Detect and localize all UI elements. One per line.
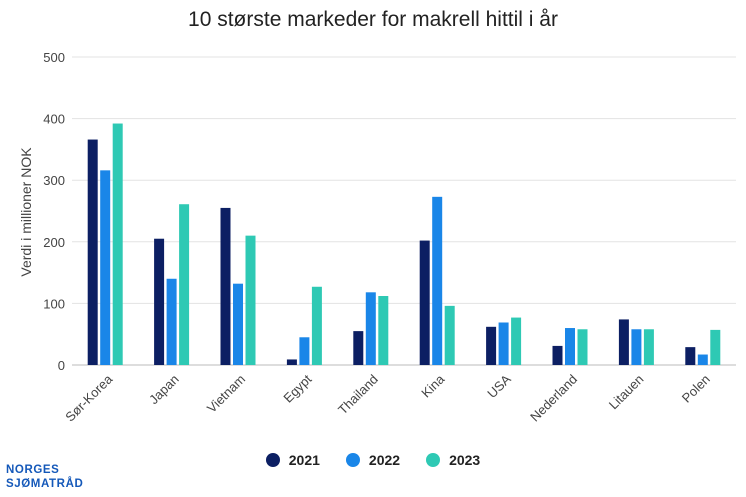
- bar-2022-polen[interactable]: [697, 354, 708, 365]
- legend-swatch-2021: [265, 453, 280, 467]
- x-tick-label: Polen: [679, 372, 713, 406]
- bar-2021-usa[interactable]: [486, 326, 497, 365]
- legend-item-2022[interactable]: 2022: [345, 452, 401, 468]
- brand-line-1: NORGES: [6, 464, 60, 476]
- legend-swatch-2023: [426, 453, 441, 467]
- legend-item-2023[interactable]: 2023: [426, 452, 480, 468]
- legend-label-2023: 2023: [449, 452, 481, 468]
- bar-2022-vietnam[interactable]: [233, 283, 243, 365]
- bar-2023-polen[interactable]: [710, 329, 721, 365]
- legend-label-2022: 2022: [368, 452, 401, 468]
- bar-2023-kina[interactable]: [444, 305, 455, 365]
- x-tick-label: Vietnam: [204, 372, 248, 416]
- y-axis-label: Verdi i millioner NOK: [18, 147, 34, 277]
- bar-2021-thailand[interactable]: [353, 331, 364, 365]
- bar-2023-thailand[interactable]: [378, 296, 389, 365]
- bar-2021-polen[interactable]: [685, 347, 696, 365]
- x-tick-label: Sør-Korea: [62, 371, 116, 425]
- y-tick-label: 400: [43, 112, 65, 127]
- brand-logo: NORGES SJØMATRÅD: [6, 463, 83, 491]
- bar-2022-japan[interactable]: [166, 278, 177, 365]
- y-tick-labels: 0 100 200 300 400 500: [43, 50, 65, 373]
- chart-title: 10 største markeder for makrell hittil i…: [188, 8, 558, 31]
- bar-2021-vietnam[interactable]: [220, 207, 231, 365]
- bar-chart: 0 100 200 300 400 500 Sør-Korea Japan Vietnam Eg…: [18, 50, 736, 425]
- bar-2021-egypt[interactable]: [286, 359, 297, 365]
- bar-2023-japan[interactable]: [179, 204, 190, 365]
- x-tick-label: Thailand: [335, 372, 381, 418]
- bar-2022-egypt[interactable]: [299, 337, 310, 365]
- y-tick-label: 100: [43, 296, 65, 311]
- y-tick-label: 500: [43, 50, 65, 65]
- bar-2023-vietnam[interactable]: [245, 235, 256, 365]
- y-tick-label: 0: [58, 358, 65, 373]
- bar-2021-sør-korea[interactable]: [87, 139, 98, 365]
- bar-2022-usa[interactable]: [498, 322, 509, 365]
- y-tick-label: 300: [43, 173, 65, 188]
- bar-2023-sør-korea[interactable]: [112, 123, 123, 365]
- bar-2021-litauen[interactable]: [618, 319, 629, 365]
- x-tick-labels: Sør-Korea Japan Vietnam Egypt Thailand Kina US…: [62, 371, 713, 425]
- legend-item-2021[interactable]: 2021: [265, 452, 320, 468]
- bar-2021-japan[interactable]: [154, 238, 165, 365]
- legend-swatch-2022: [345, 453, 360, 467]
- bar-2022-kina[interactable]: [432, 196, 443, 365]
- x-tick-label: Egypt: [280, 371, 314, 405]
- bar-2023-litauen[interactable]: [643, 329, 654, 365]
- bar-2023-nederland[interactable]: [577, 329, 588, 365]
- x-tick-label: Kina: [418, 371, 448, 401]
- bar-2022-thailand[interactable]: [365, 292, 376, 365]
- x-tick-label: USA: [484, 371, 514, 401]
- bar-2022-nederland[interactable]: [565, 328, 575, 365]
- legend: 2021 2022 2023: [0, 452, 746, 468]
- x-tick-label: Japan: [146, 372, 182, 408]
- y-tick-label: 200: [43, 235, 65, 250]
- x-tick-label: Nederland: [527, 372, 580, 425]
- brand-line-2: SJØMATRÅD: [6, 478, 84, 490]
- bar-2022-sør-korea[interactable]: [100, 170, 111, 365]
- bar-2023-usa[interactable]: [511, 317, 522, 365]
- legend-label-2021: 2021: [288, 452, 320, 468]
- bar-2023-egypt[interactable]: [311, 286, 322, 365]
- bar-2021-kina[interactable]: [419, 240, 430, 365]
- bar-2022-litauen[interactable]: [631, 329, 642, 365]
- bar-2021-nederland[interactable]: [552, 345, 563, 365]
- x-tick-label: Litauen: [606, 372, 647, 413]
- bars: [87, 123, 721, 365]
